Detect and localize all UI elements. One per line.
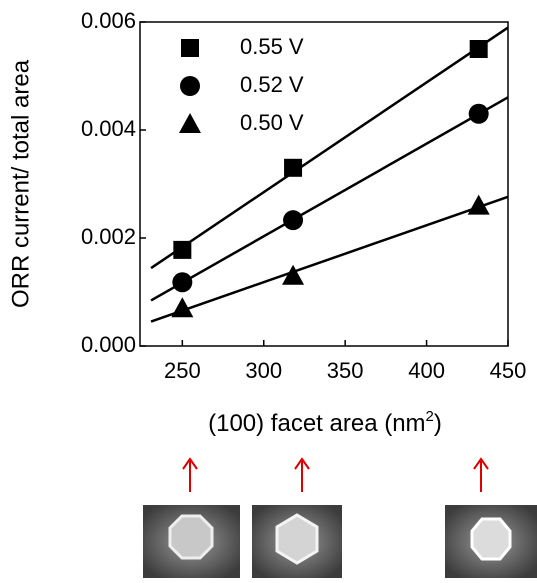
x-axis-label-main: (100) facet area (nm <box>208 410 425 437</box>
marker-circle <box>180 76 200 96</box>
y-axis-label: ORR current/ total area <box>7 59 34 308</box>
fit-line <box>150 195 509 323</box>
legend-label: 0.50 V <box>240 110 304 135</box>
marker-square <box>173 240 192 259</box>
legend-label: 0.55 V <box>240 34 304 59</box>
particle-images <box>143 505 537 578</box>
y-tick-label: 0.004 <box>81 116 136 141</box>
x-tick-label: 250 <box>164 358 201 383</box>
marker-square <box>469 40 488 58</box>
x-tick-label: 450 <box>490 358 527 383</box>
y-tick-label: 0.006 <box>81 8 136 33</box>
x-tick-label: 400 <box>408 358 445 383</box>
marker-circle <box>172 272 193 293</box>
y-tick-label: 0.002 <box>81 224 136 249</box>
marker-square <box>181 39 199 57</box>
marker-triangle <box>179 113 201 133</box>
y-tick-label: 0.000 <box>81 332 136 357</box>
marker-circle <box>283 210 304 231</box>
x-axis-label: (100) facet area (nm2) <box>208 408 442 437</box>
x-tick-label: 350 <box>327 358 364 383</box>
x-axis-label-end: ) <box>434 410 442 437</box>
marker-triangle <box>171 297 194 318</box>
marker-triangle <box>282 264 305 285</box>
legend-label: 0.52 V <box>240 72 304 97</box>
x-axis-label-sup: 2 <box>426 408 434 425</box>
arrows <box>182 457 489 492</box>
fit-line <box>150 96 509 302</box>
marker-square <box>284 158 303 177</box>
plot-frame <box>139 21 509 347</box>
fit-line <box>150 26 509 270</box>
marker-triangle <box>467 194 490 215</box>
x-tick-label: 300 <box>245 358 282 383</box>
marker-circle <box>468 103 489 124</box>
